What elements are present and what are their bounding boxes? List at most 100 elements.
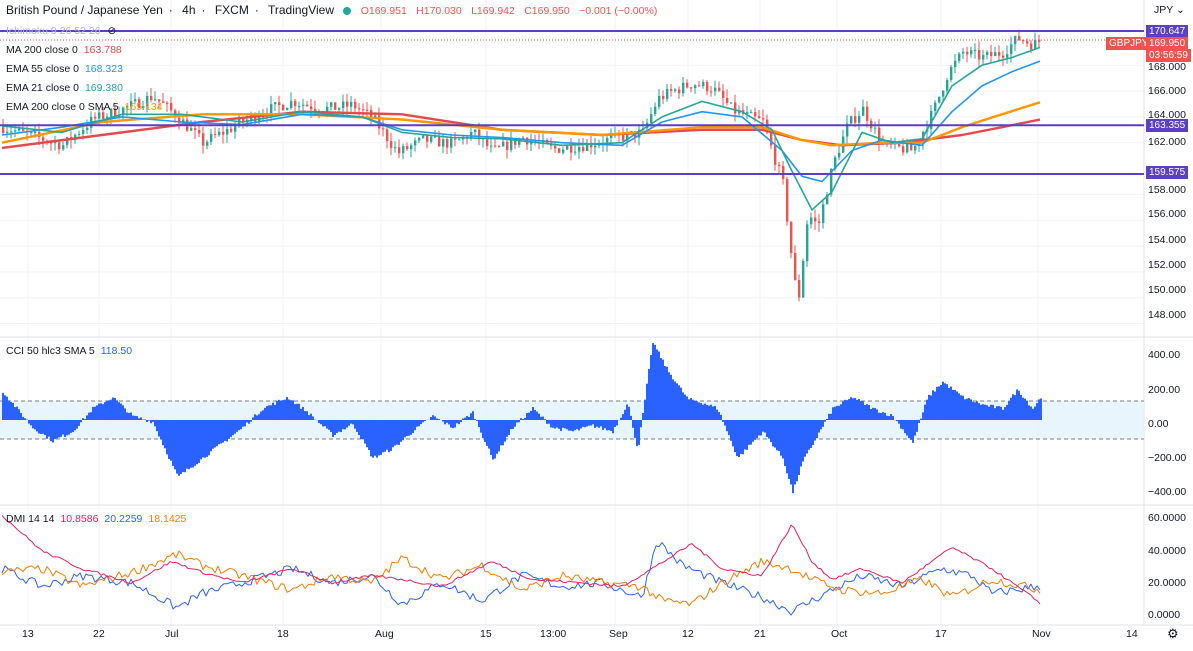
cci-bar	[10, 401, 12, 420]
eye-hidden-icon[interactable]: ⊘	[107, 25, 117, 37]
cci-bar	[642, 412, 644, 420]
cci-bar	[54, 420, 56, 440]
candle-body	[562, 149, 565, 153]
cci-bar	[446, 420, 448, 423]
cci-bar	[408, 420, 410, 436]
candle-body	[838, 152, 841, 158]
candle-body	[178, 117, 181, 124]
candle-body	[850, 116, 853, 124]
cci-bar	[384, 420, 386, 452]
candle-body	[434, 136, 437, 138]
candle-body	[414, 140, 417, 146]
cci-bar	[404, 420, 406, 438]
cci-tick: 400.00	[1148, 349, 1181, 361]
ema55-value: 168.323	[84, 63, 123, 75]
cci-bar	[766, 420, 768, 437]
cci-bar	[414, 420, 416, 431]
candle-body	[930, 111, 933, 129]
candle-body	[458, 139, 461, 141]
cci-bar	[910, 420, 912, 440]
cci-bar	[520, 418, 522, 420]
cci-bar	[334, 420, 336, 435]
cci-bar	[830, 413, 832, 420]
cci-bar	[326, 420, 328, 429]
dmi-tick: 60.0000	[1148, 512, 1186, 524]
legend-cci[interactable]: CCI 50 hlc3 SMA 5 118.50	[6, 342, 132, 361]
cci-bar	[96, 405, 98, 420]
candle-body	[966, 51, 969, 55]
cci-bar	[476, 420, 478, 422]
price-tick: 150.000	[1148, 284, 1186, 296]
cci-bar	[900, 420, 902, 429]
cci-bar	[790, 420, 792, 485]
time-tick: Nov	[1032, 628, 1051, 640]
cci-bar	[604, 420, 606, 429]
candle-body	[326, 106, 329, 113]
candle-body	[878, 127, 881, 143]
cci-bar	[970, 399, 972, 420]
cci-bar	[112, 397, 114, 420]
level-tag-lower[interactable]: 159.575	[1146, 166, 1189, 179]
currency-menu[interactable]: JPY ⌄	[1154, 4, 1185, 16]
legend-ma200[interactable]: MA 200 close 0 163.788	[6, 41, 122, 60]
cci-bar	[216, 420, 218, 447]
cci-bar	[840, 404, 842, 420]
legend-ema21[interactable]: EMA 21 close 0 169.380	[6, 79, 123, 98]
cci-bar	[550, 420, 552, 428]
cci-bar	[248, 420, 250, 424]
level-tag-middle[interactable]: 163.355	[1146, 119, 1189, 132]
cci-bar	[686, 396, 688, 420]
settings-gear-icon[interactable]: ⚙	[1167, 626, 1179, 641]
legend-dmi[interactable]: DMI 14 14 10.8586 20.2259 18.1425	[6, 510, 186, 529]
cci-bar	[308, 415, 310, 420]
candle-body	[274, 102, 277, 105]
cci-bar	[410, 420, 412, 435]
cci-bar	[16, 406, 18, 420]
cci-bar	[396, 420, 398, 445]
cci-bar	[770, 420, 772, 443]
ohlc-low: L169.942	[471, 5, 515, 17]
countdown-tag: 03:56:59	[1146, 49, 1191, 62]
candle-body	[722, 90, 725, 98]
candle-body	[358, 108, 361, 110]
candle-body	[158, 99, 161, 102]
candle-body	[1022, 40, 1025, 42]
cci-bar	[466, 416, 468, 420]
cci-bar	[554, 420, 556, 429]
legend-ichimoku[interactable]: Ichimoku 9 26 52 26 ⊘	[6, 22, 116, 41]
cci-bar	[708, 405, 710, 420]
symbol-name[interactable]: British Pound / Japanese Yen	[6, 3, 163, 17]
cci-bar	[596, 420, 598, 427]
cci-bar	[976, 401, 978, 420]
cci-bar	[122, 405, 124, 420]
legend-ema55[interactable]: EMA 55 close 0 168.323	[6, 60, 123, 79]
legend-ema200[interactable]: EMA 200 close 0 SMA 5 165.134	[6, 98, 163, 117]
cci-bar	[492, 420, 494, 460]
cci-bar	[668, 372, 670, 420]
ohlc-change: −0.001 (−0.00%)	[579, 5, 658, 17]
cci-bar	[444, 420, 446, 425]
cci-bar	[764, 420, 766, 433]
candle-body	[594, 145, 597, 148]
candle-body	[102, 112, 105, 119]
cci-bar	[788, 420, 790, 479]
cci-bar	[720, 414, 722, 420]
time-tick: 15	[480, 628, 492, 640]
cci-bar	[526, 413, 528, 420]
cci-bar	[470, 413, 472, 420]
interval[interactable]: 4h	[182, 3, 196, 17]
dmi-adx-value: 10.8586	[60, 513, 99, 525]
cci-bar	[522, 418, 524, 420]
candle-body	[66, 137, 69, 146]
cci-bar	[964, 399, 966, 420]
cci-bar	[236, 420, 238, 432]
level-tag-upper[interactable]: 170.647	[1146, 25, 1189, 38]
candle-body	[938, 96, 941, 103]
cci-bar	[418, 420, 420, 427]
cci-tick: 200.00	[1148, 384, 1181, 396]
cci-bar	[850, 397, 852, 420]
cci-bar	[586, 420, 588, 427]
cci-bar	[12, 402, 14, 420]
cci-bar	[774, 420, 776, 448]
